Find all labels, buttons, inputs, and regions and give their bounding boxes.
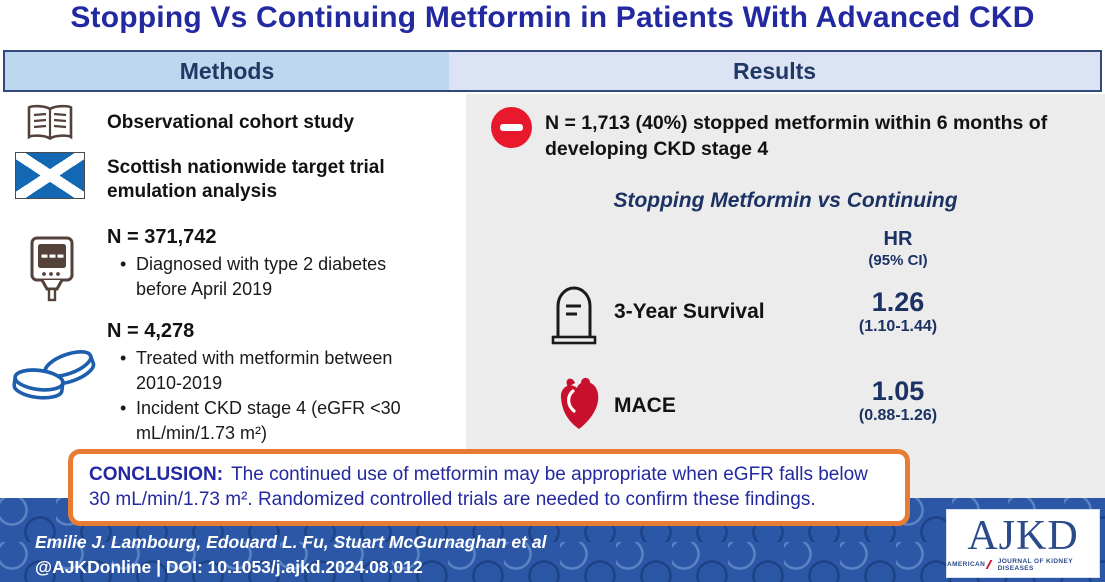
ajkd-logo-acronym: AJKD <box>967 512 1079 559</box>
authors-line: Emilie J. Lambourg, Edouard L. Fu, Stuar… <box>35 532 547 552</box>
survival-hr: 1.26 <box>871 287 925 317</box>
results-header: Results <box>449 52 1100 90</box>
handle-doi-line: @AJKDonline | DOI: 10.1053/j.ajkd.2024.0… <box>35 557 423 577</box>
no-entry-icon <box>491 107 532 148</box>
heart-icon <box>548 375 606 435</box>
survival-hr-value: 1.26 (1.10-1.44) <box>798 287 998 336</box>
metformin-n-bullets: Treated with metformin between 2010-2019… <box>118 346 418 446</box>
survival-ci: (1.10-1.44) <box>858 318 938 335</box>
open-book-icon <box>26 104 74 142</box>
bullet-incident-ckd: Incident CKD stage 4 (eGFR <30 mL/min/1.… <box>118 396 418 446</box>
page-title: Stopping Vs Continuing Metformin in Pati… <box>70 1 1035 34</box>
hr-column-header: HR (95% CI) <box>798 228 998 269</box>
methods-header-label: Methods <box>179 57 275 84</box>
conclusion-box: CONCLUSION: The continued use of metformi… <box>68 449 910 526</box>
bullet-treated: Treated with metformin between 2010-2019 <box>118 346 418 396</box>
comparison-title: Stopping Metformin vs Continuing <box>613 189 958 212</box>
glucometer-icon <box>30 236 74 302</box>
ajkd-sub-left: AMERICAN <box>947 561 986 568</box>
ci-label: (95% CI) <box>868 252 928 269</box>
mace-ci: (0.88-1.26) <box>858 407 938 424</box>
pills-icon <box>6 340 100 400</box>
ajkd-sub-right: JOURNAL OF KIDNEY DISEASES <box>997 557 1073 572</box>
hr-label: HR <box>883 228 913 250</box>
cohort-n-heading: N = 371,742 <box>107 226 217 248</box>
cohort-n-bullets: Diagnosed with type 2 diabetes before Ap… <box>118 252 418 302</box>
ajkd-logo-subtitle: AMERICAN JOURNAL OF KIDNEY DISEASES <box>947 558 1099 572</box>
tombstone-icon <box>548 283 600 345</box>
results-headline: N = 1,713 (40%) stopped metformin within… <box>545 112 1048 160</box>
method-observational-text: Observational cohort study <box>107 112 355 133</box>
bullet-diabetes: Diagnosed with type 2 diabetes before Ap… <box>118 252 418 302</box>
section-header-bar: Methods Results <box>3 50 1102 92</box>
mace-row-label: MACE <box>614 394 676 417</box>
results-panel <box>466 94 1105 498</box>
scotland-flag-icon <box>15 152 85 199</box>
ajkd-logo: AJKD AMERICAN JOURNAL OF KIDNEY DISEASES <box>946 509 1100 578</box>
metformin-n-heading: N = 4,278 <box>107 320 195 342</box>
mace-hr-value: 1.05 (0.88-1.26) <box>798 376 998 425</box>
method-scottish-text: Scottish nationwide target trial emulati… <box>107 157 385 202</box>
results-header-label: Results <box>732 57 817 84</box>
red-swoosh-icon <box>985 560 998 569</box>
methods-header: Methods <box>5 52 449 90</box>
mace-hr: 1.05 <box>871 376 925 406</box>
conclusion-label: CONCLUSION: <box>89 464 224 485</box>
conclusion-text: The continued use of metformin may be ap… <box>89 464 868 510</box>
no-entry-bar <box>500 124 523 131</box>
survival-row-label: 3-Year Survival <box>614 300 765 323</box>
